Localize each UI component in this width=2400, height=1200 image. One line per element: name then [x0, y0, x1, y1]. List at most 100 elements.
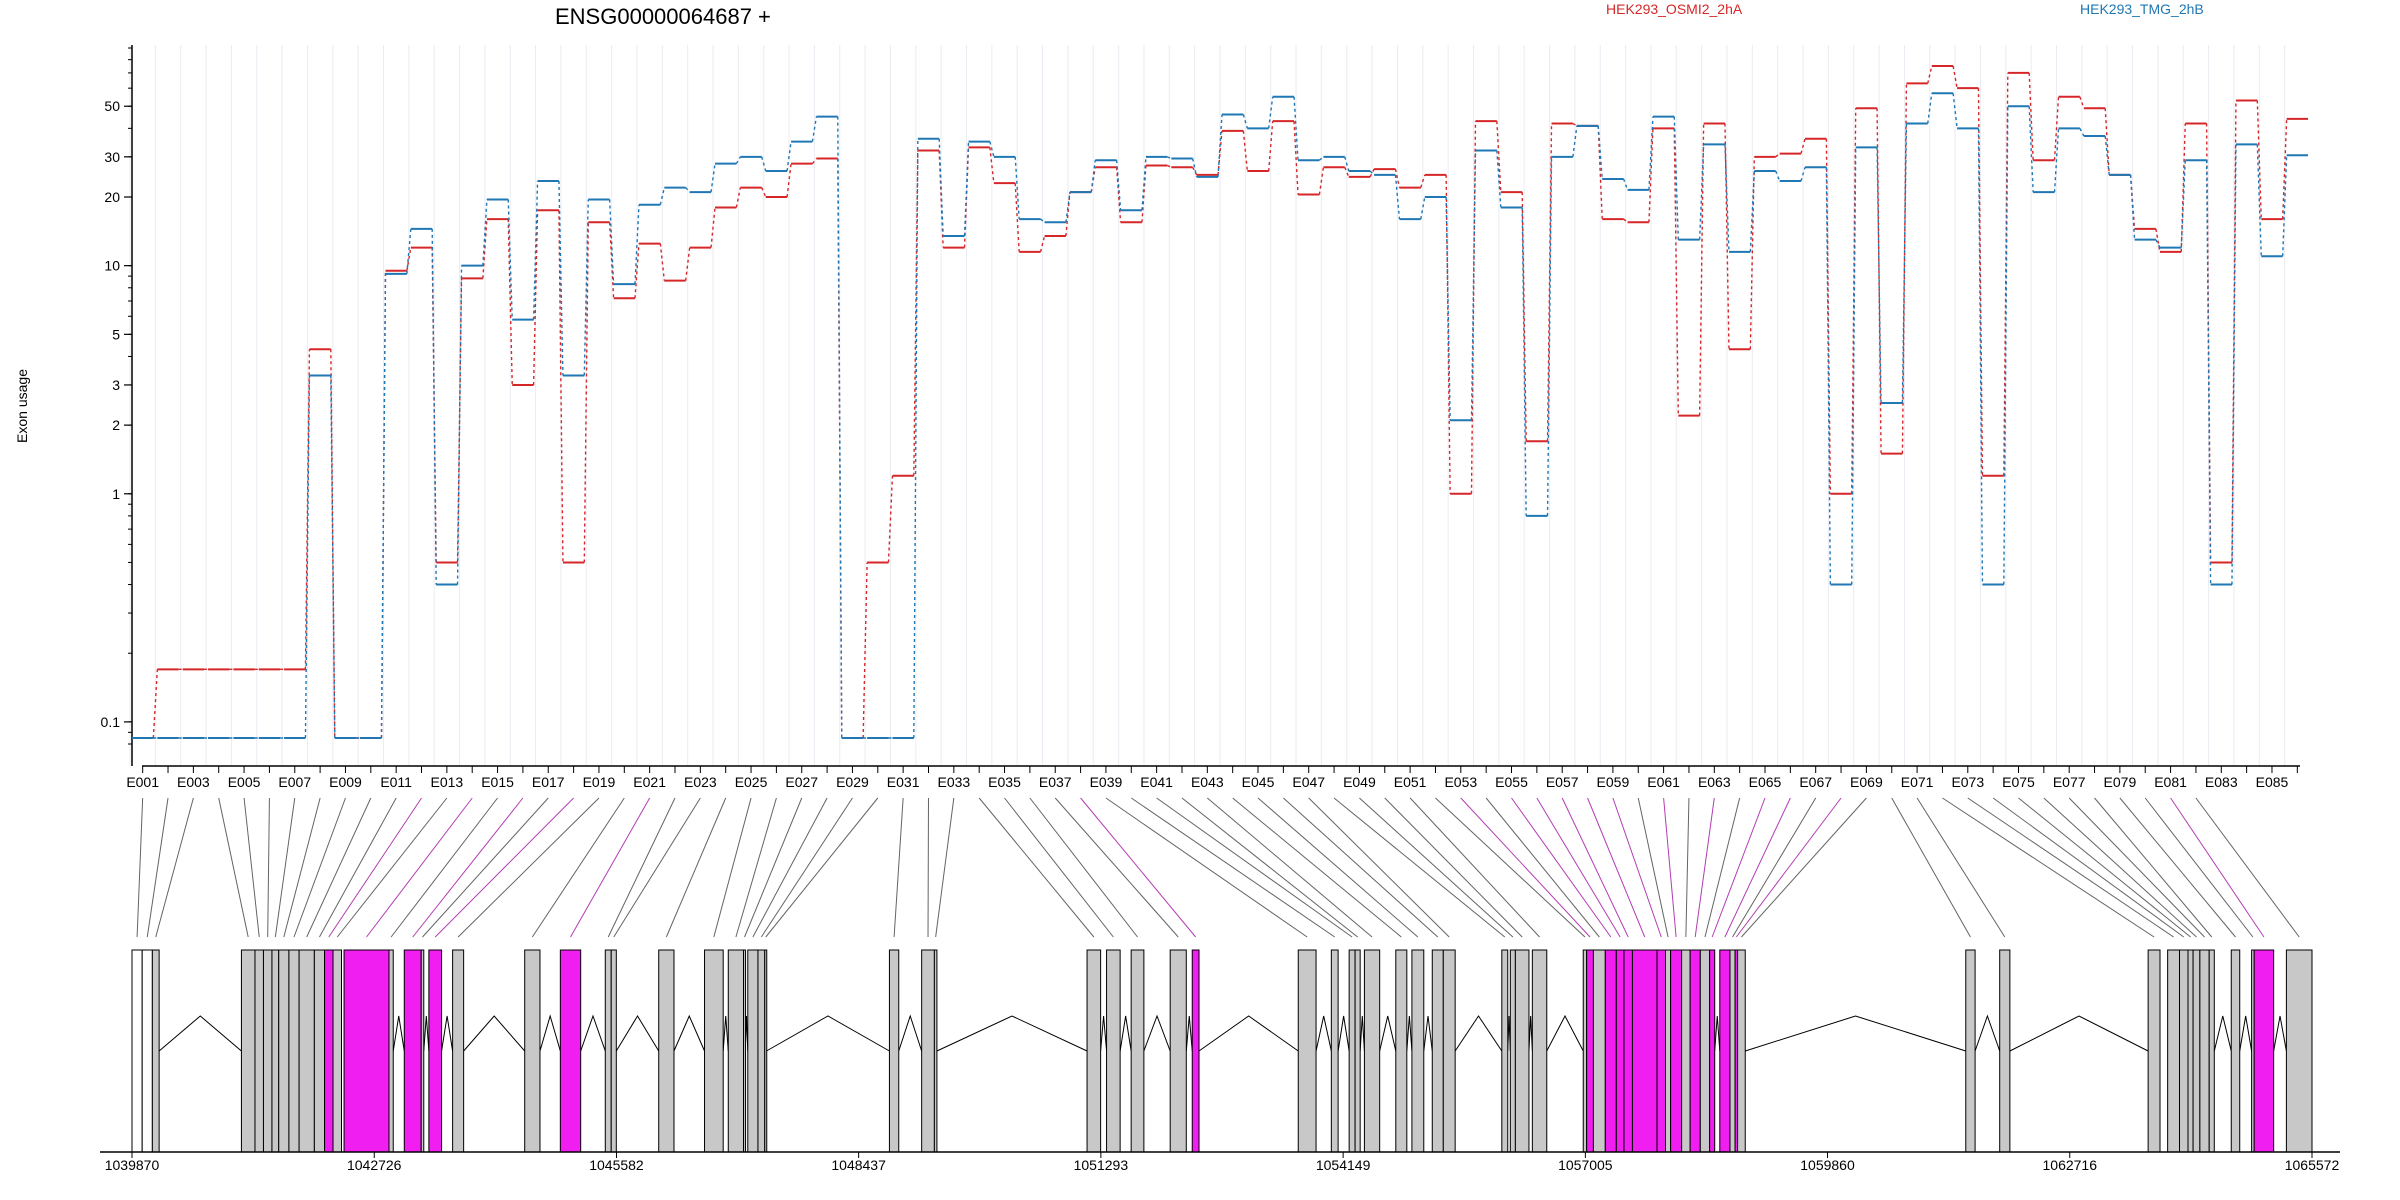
exon-block — [324, 949, 334, 1153]
vertical-grid — [129, 45, 2286, 766]
intron-line — [1423, 1015, 1433, 1052]
intron-line — [1185, 1015, 1193, 1052]
exon-block — [658, 949, 675, 1153]
intron-line — [1745, 1015, 1966, 1052]
exon-block — [610, 949, 617, 1153]
exon-block — [240, 949, 256, 1153]
exon-block — [764, 949, 768, 1153]
exon-block — [313, 949, 326, 1153]
x-tick-label: E077 — [2053, 774, 2086, 790]
x-tick-label: E057 — [1546, 774, 1579, 790]
exon-connector — [1308, 797, 1450, 938]
genomic-tick-label: 1039870 — [105, 1157, 160, 1173]
intron-line — [1454, 1015, 1503, 1052]
exon-block — [1709, 949, 1716, 1153]
x-tick-label: E015 — [481, 774, 514, 790]
exon-connector — [1741, 797, 1867, 938]
exon-block — [1582, 949, 1588, 1153]
exon-connector — [457, 797, 600, 938]
x-tick-label: E013 — [431, 774, 464, 790]
intron-line — [2213, 1015, 2232, 1052]
exon-connector — [1536, 797, 1621, 938]
exon-block — [2253, 949, 2275, 1153]
exon-connector — [1942, 797, 2155, 938]
exon-block — [1665, 949, 1672, 1153]
x-tick-label: E045 — [1242, 774, 1275, 790]
exon-connector — [713, 797, 752, 938]
exon-connector — [893, 797, 904, 938]
exon-connector — [1916, 797, 2006, 938]
exon-block — [1615, 949, 1625, 1153]
exon-block — [1297, 949, 1317, 1153]
exon-block — [428, 949, 443, 1153]
exon-block — [262, 949, 273, 1153]
x-tick-label: E073 — [1951, 774, 1984, 790]
exon-block — [1670, 949, 1683, 1153]
x-tick-label: E063 — [1698, 774, 1731, 790]
exon-block — [1086, 949, 1102, 1153]
x-tick-label: E085 — [2256, 774, 2289, 790]
exon-block — [1130, 949, 1145, 1153]
x-tick-label: E081 — [2154, 774, 2187, 790]
exon-connector — [306, 797, 372, 938]
intron-line — [1379, 1015, 1397, 1052]
exon-connector — [2094, 797, 2213, 938]
exon-connector — [218, 797, 249, 938]
exon-block — [1395, 949, 1408, 1153]
exon-block — [1501, 949, 1509, 1153]
x-tick-label: E017 — [532, 774, 565, 790]
exon-connector — [1435, 797, 1586, 938]
y-tick-label: 0.1 — [101, 714, 121, 730]
intron-line — [898, 1014, 923, 1052]
exon-connector — [1511, 797, 1612, 938]
exon-connector — [2018, 797, 2191, 938]
exon-connector — [1485, 797, 1600, 938]
x-tick-label: E069 — [1850, 774, 1883, 790]
series-connector — [153, 93, 2288, 739]
exon-connector — [665, 797, 727, 938]
exon-block — [2230, 949, 2241, 1153]
exon-connector — [531, 797, 625, 938]
exon-block — [1363, 949, 1381, 1153]
exon-block — [1509, 949, 1516, 1153]
y-tick-label: 5 — [112, 326, 120, 342]
exon-connector — [1359, 797, 1514, 938]
exon-connector — [760, 797, 853, 938]
exon-block — [1604, 949, 1617, 1153]
genomic-axis: 1039870 1042726 1045582 1048437 1051293 10541… — [100, 1151, 2340, 1173]
y-tick-label: 1 — [112, 486, 120, 502]
x-tick-label: E061 — [1647, 774, 1680, 790]
exon-block — [278, 949, 290, 1153]
x-tick-label: E003 — [177, 774, 210, 790]
exon-block — [1592, 949, 1606, 1153]
intron-line — [392, 1015, 405, 1052]
exon-connector — [1283, 797, 1439, 938]
intron-line — [2239, 1015, 2253, 1052]
exon-block — [388, 949, 394, 1153]
genomic-tick-label: 1042726 — [347, 1157, 402, 1173]
exon-block — [288, 949, 300, 1153]
intron-line — [1198, 1015, 1299, 1052]
series-tmg — [132, 92, 2308, 739]
exon-block — [1965, 949, 1976, 1153]
exon-connector — [1732, 797, 1817, 938]
exon-connector — [274, 797, 296, 938]
exon-connector — [136, 797, 144, 938]
exon-block — [757, 949, 766, 1153]
x-tick-label: E023 — [684, 774, 717, 790]
exon-connector — [155, 797, 194, 938]
axes: 0.1 1 2 3 5 10 20 30 50 — [101, 45, 2300, 767]
legend-entry-osmi2: HEK293_OSMI2_2hA — [1606, 1, 1743, 17]
exon-connector — [735, 797, 777, 938]
exon-block — [403, 949, 422, 1153]
exon-connector — [1704, 797, 1741, 938]
exon-connector — [765, 797, 879, 938]
exon-block — [933, 949, 938, 1153]
exon-block — [1737, 949, 1746, 1153]
exon-block — [524, 949, 541, 1153]
x-tick-label: E083 — [2205, 774, 2238, 790]
exon-connector — [1054, 797, 1179, 938]
genomic-tick-label: 1057005 — [1558, 1157, 1613, 1173]
x-tick-label: E079 — [2104, 774, 2137, 790]
